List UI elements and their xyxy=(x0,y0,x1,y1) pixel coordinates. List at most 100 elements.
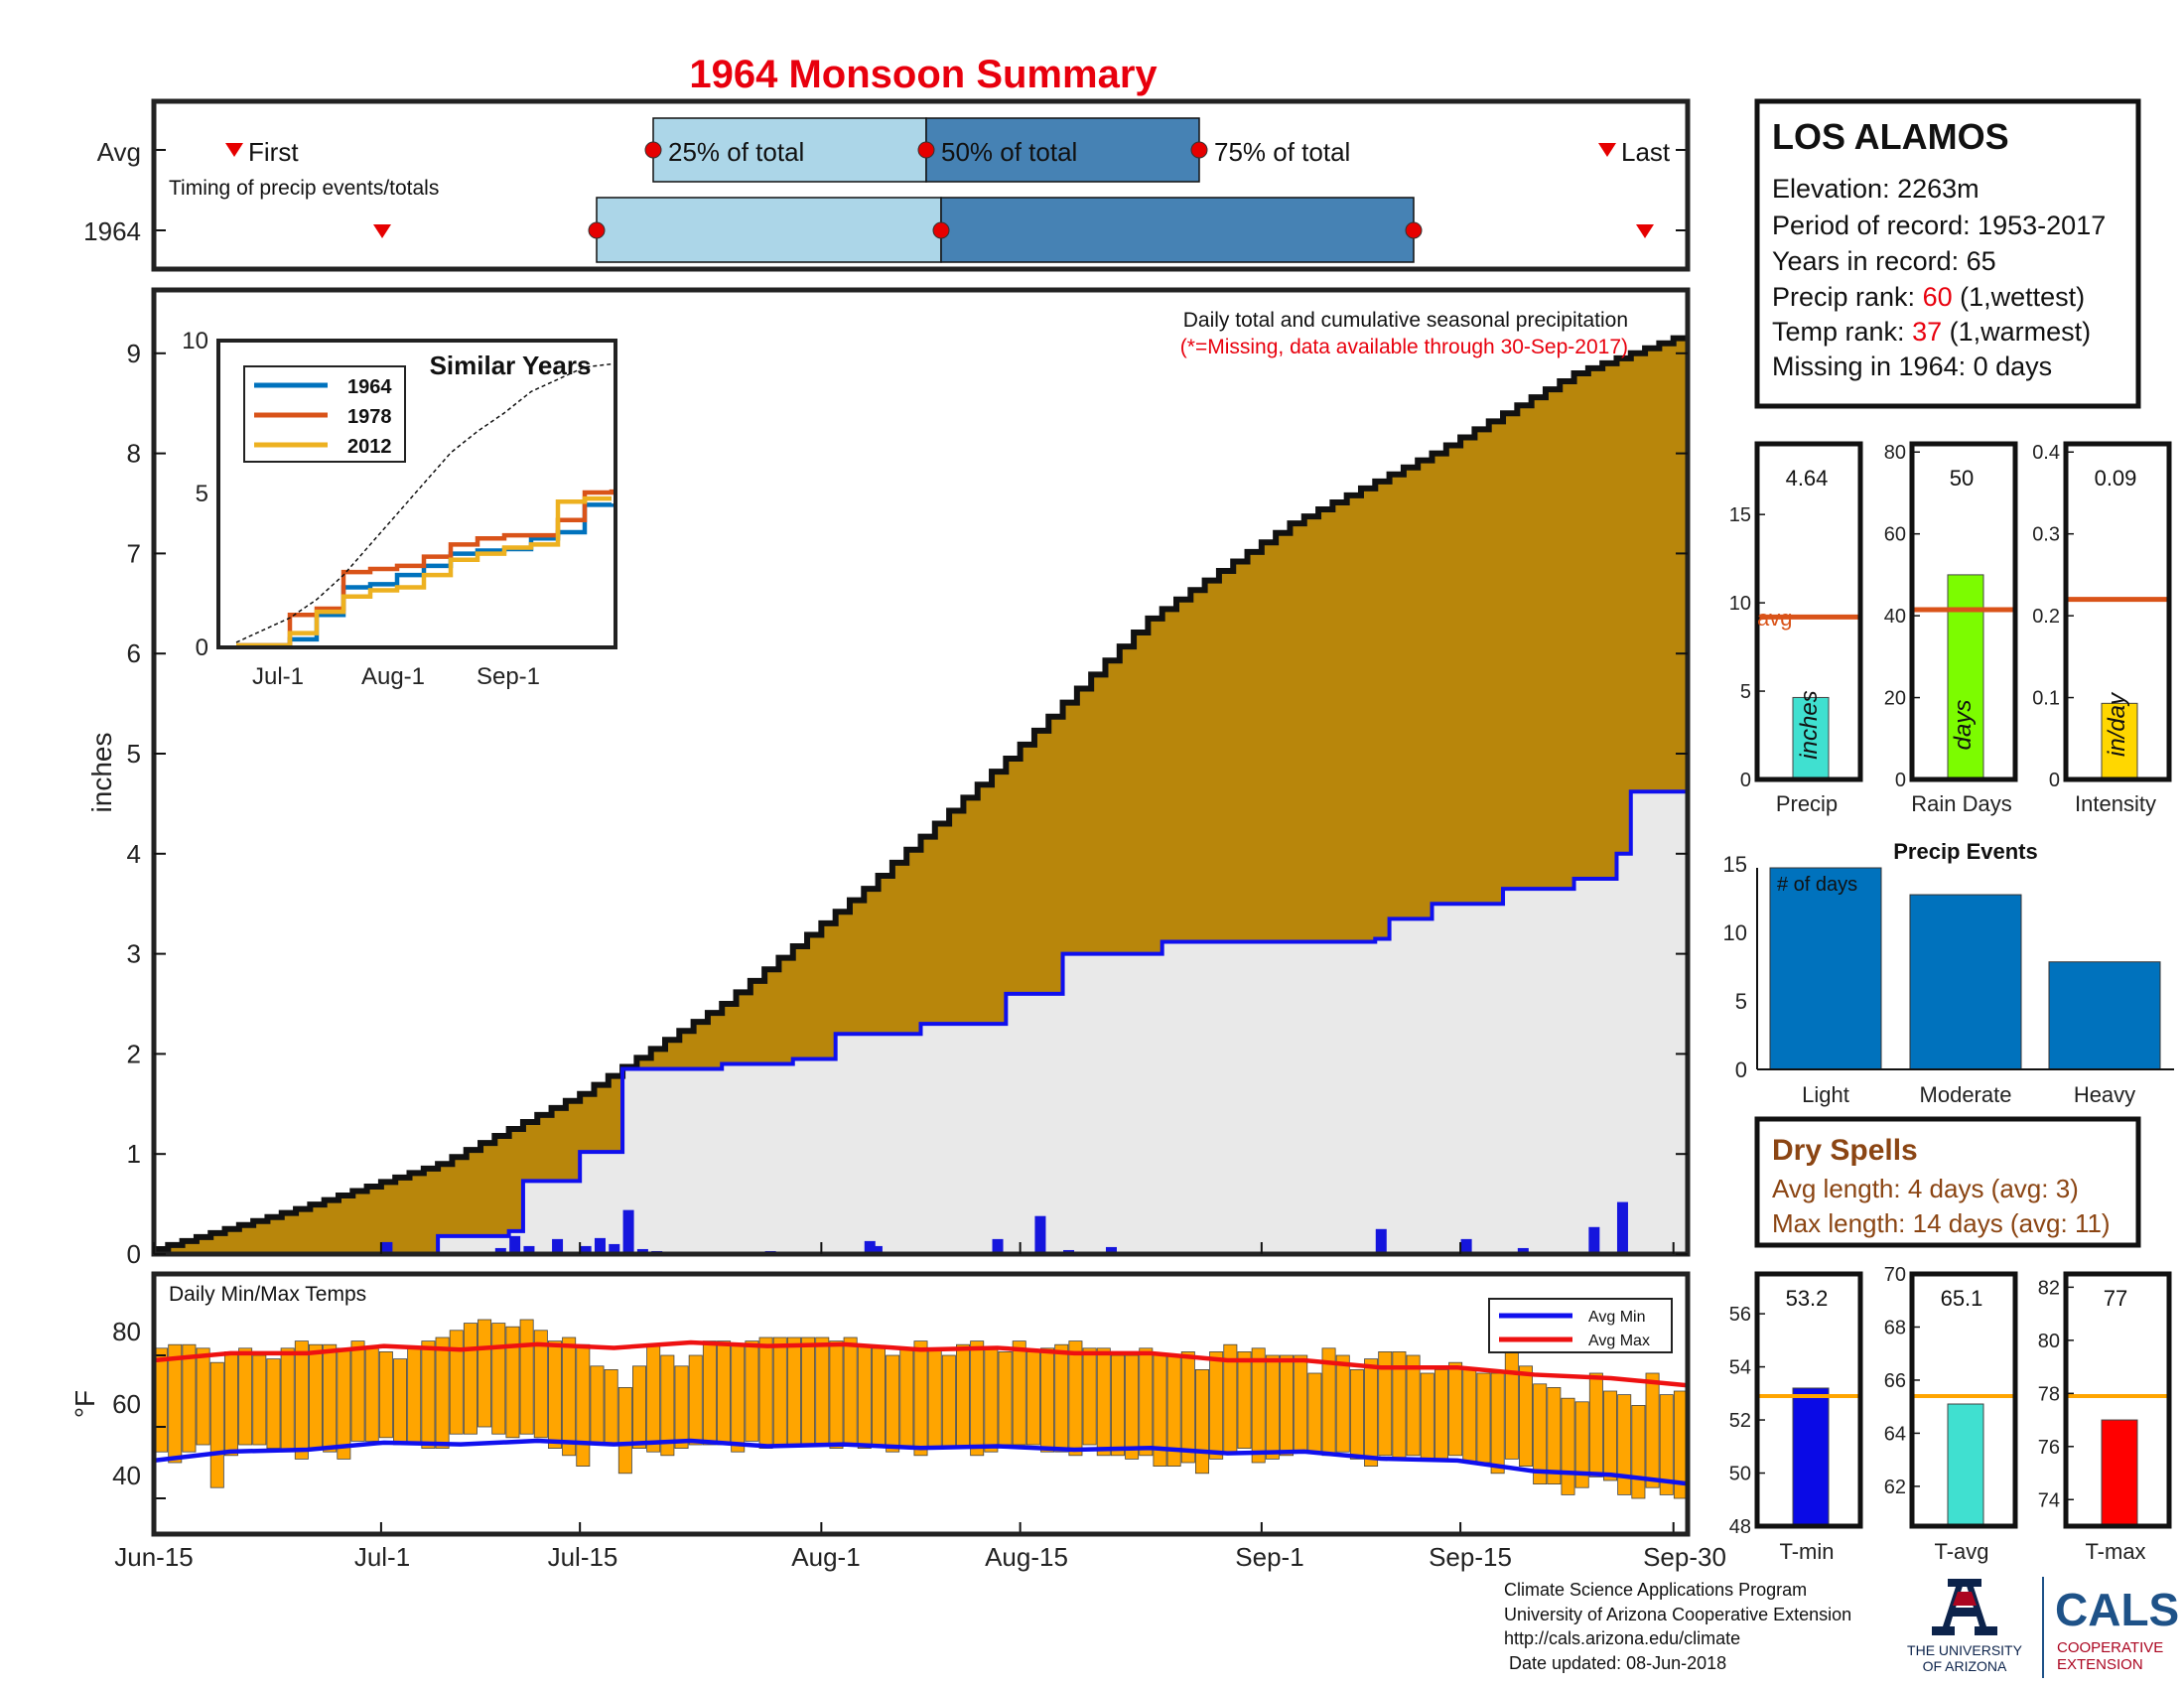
events-xtick-moderate: Moderate xyxy=(1920,1082,2012,1107)
intensity-stat-label: Intensity xyxy=(2075,791,2156,816)
daily-temp-bar xyxy=(970,1340,985,1457)
main-ytick-label: 2 xyxy=(127,1039,141,1068)
avg-cumulative-line xyxy=(154,335,1688,1252)
timing-year-p25-marker xyxy=(588,221,606,239)
dry-spells-avg: Avg length: 4 days (avg: 3) xyxy=(1772,1174,2079,1203)
daily-temp-bar xyxy=(294,1340,309,1460)
temp-ytick-40: 40 xyxy=(112,1461,141,1490)
daily-temp-bar xyxy=(1504,1351,1519,1460)
temp-panel-frame xyxy=(151,1271,1691,1537)
tmin-ytick-label: 48 xyxy=(1729,1516,1751,1538)
daily-temp-bar xyxy=(927,1347,942,1450)
station-missing: Missing in 1964: 0 days xyxy=(1772,352,2052,381)
dry-spells-title: Dry Spells xyxy=(1772,1134,1918,1167)
similar-legend-2012: 2012 xyxy=(347,436,392,458)
temp-stat-panels: 48 50 52 54 56 62 64 66 68 70 74 76 78 80 82 xyxy=(1729,1264,2172,1538)
daily-temp-bar xyxy=(1547,1387,1562,1485)
daily-temp-bar xyxy=(1420,1372,1434,1460)
events-ytick-15: 15 xyxy=(1723,852,1747,877)
footer-line-2: University of Arizona Cooperative Extens… xyxy=(1504,1605,1851,1624)
station-precip-rank: Precip rank: 60 (1,wettest) xyxy=(1772,282,2085,312)
event-bar-heavy xyxy=(2048,961,2161,1070)
daily-temp-bar xyxy=(1251,1347,1266,1464)
daily-temp-bar xyxy=(505,1326,520,1439)
main-ytick-label: 6 xyxy=(127,638,141,668)
temp-ytick-60: 60 xyxy=(112,1389,141,1419)
event-bar-moderate xyxy=(1909,894,2022,1070)
daily-temp-bar xyxy=(913,1340,928,1457)
intensity-ytick-label: 0 xyxy=(2049,770,2060,791)
daily-temp-bar xyxy=(547,1340,562,1449)
timing-avg-first-marker xyxy=(225,143,243,157)
intensity-ytick-label: 0.2 xyxy=(2032,606,2060,628)
daily-temp-bar xyxy=(745,1340,759,1442)
similar-ytick-0: 0 xyxy=(196,634,208,661)
daily-temp-bar xyxy=(1054,1343,1069,1453)
timing-panel: First Last 25% of total 50% of total 75%… xyxy=(83,98,1691,272)
daily-temp-bar xyxy=(1476,1372,1491,1464)
daily-temp-bar xyxy=(1237,1351,1252,1450)
daily-temp-bar xyxy=(829,1340,844,1449)
tmin-ytick-label: 50 xyxy=(1729,1464,1751,1485)
main-ytick-label: 3 xyxy=(127,939,141,969)
intensity-ytick-label: 0.3 xyxy=(2032,524,2060,546)
ua-a-icon xyxy=(1932,1580,1997,1635)
daily-temp-bar xyxy=(702,1340,717,1446)
precip-events-panel: Precip Events # of days 0 5 10 15 Light … xyxy=(1723,839,2174,1107)
daily-temp-bar xyxy=(393,1358,408,1446)
daily-precip-bar xyxy=(594,1237,606,1254)
raindays-ytick-label: 40 xyxy=(1884,606,1906,628)
main-panel-frame xyxy=(151,287,1691,1257)
daily-temp-bar xyxy=(1294,1354,1308,1453)
daily-temp-bar xyxy=(899,1347,914,1450)
daily-temp-bar xyxy=(1194,1369,1209,1475)
daily-temp-bar xyxy=(407,1347,422,1446)
events-ytick-10: 10 xyxy=(1723,920,1747,945)
footer-credits: Climate Science Applications Program Uni… xyxy=(1504,1580,1851,1673)
timing-row-year-label: 1964 xyxy=(83,216,141,246)
events-ytick-0: 0 xyxy=(1735,1057,1747,1082)
precip-ytick-label: 10 xyxy=(1729,593,1751,615)
similar-years-frame xyxy=(216,339,617,649)
tmax-stat-label: T-max xyxy=(2085,1539,2145,1564)
precip-ytick-label: 5 xyxy=(1740,681,1751,703)
timing-year-25-50 xyxy=(596,197,942,263)
station-elevation: Elevation: 2263m xyxy=(1772,174,1979,204)
timing-avg-p75-marker xyxy=(1190,141,1208,159)
daily-temp-bar xyxy=(1659,1394,1674,1495)
tmin-ytick-label: 54 xyxy=(1729,1357,1751,1379)
tmin-ytick-label: 52 xyxy=(1729,1410,1751,1432)
daily-precip-bar xyxy=(580,1245,592,1254)
raindays-ytick-label: 0 xyxy=(1895,770,1906,791)
raindays-unit-label: days xyxy=(1950,700,1977,751)
daily-temp-bar xyxy=(1139,1347,1154,1457)
timing-avg-p25-marker xyxy=(644,141,662,159)
daily-temp-bar xyxy=(801,1336,816,1446)
precip-stat-value: 4.64 xyxy=(1786,466,1829,491)
timing-first-label: First xyxy=(248,137,299,167)
intensity-ytick-label: 0.1 xyxy=(2032,688,2060,710)
temp-legend-avg-min: Avg Min xyxy=(1588,1309,1646,1326)
timing-year-last-marker xyxy=(1636,224,1654,238)
events-title: Precip Events xyxy=(1893,839,2038,864)
daily-temp-bar xyxy=(238,1347,253,1446)
xtick-sep1: Sep-1 xyxy=(1235,1542,1303,1572)
events-inside-label: # of days xyxy=(1777,874,1857,896)
timing-year-p75-marker xyxy=(1405,221,1423,239)
daily-temp-bar xyxy=(998,1351,1013,1446)
timing-p50-label: 50% of total xyxy=(941,137,1077,167)
tavg-value-bar xyxy=(1947,1403,1984,1527)
daily-temp-bar xyxy=(209,1361,224,1488)
similar-legend-1964: 1964 xyxy=(347,376,392,398)
timing-avg-last-marker xyxy=(1598,143,1616,157)
daily-temp-bar xyxy=(646,1343,661,1453)
similar-xtick-jul1: Jul-1 xyxy=(252,663,304,690)
similar-ytick-5: 5 xyxy=(196,481,208,507)
daily-temp-bar xyxy=(1645,1372,1660,1488)
raindays-stat-value: 50 xyxy=(1950,466,1974,491)
precip-stat-label: Precip xyxy=(1776,791,1838,816)
tmax-panel-frame xyxy=(2063,1271,2172,1529)
daily-precip-bar xyxy=(622,1209,634,1254)
xtick-sep15: Sep-15 xyxy=(1429,1542,1512,1572)
